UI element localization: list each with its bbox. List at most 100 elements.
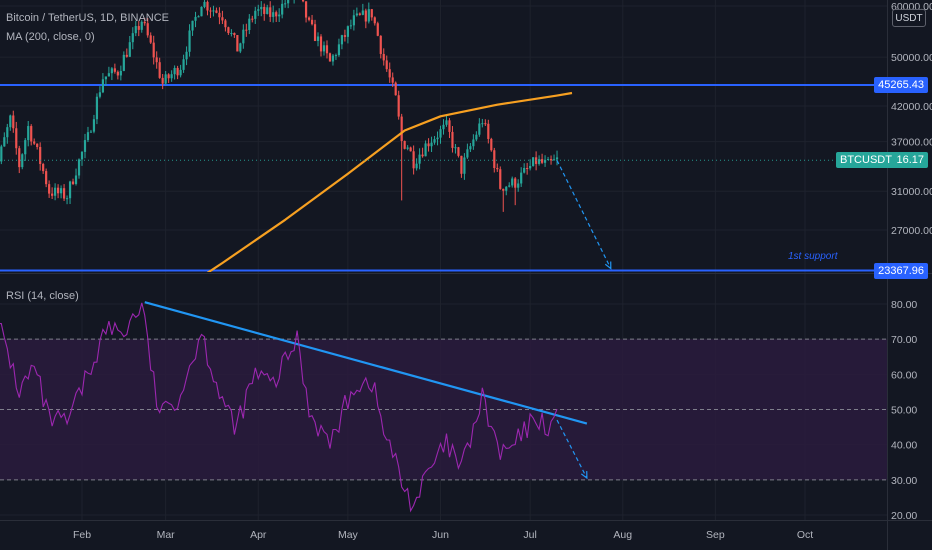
candle-body bbox=[101, 79, 105, 93]
candle-body bbox=[212, 10, 215, 12]
candle-body bbox=[110, 68, 113, 74]
time-tick-label: Sep bbox=[706, 529, 725, 541]
candle-body bbox=[415, 163, 418, 169]
candle-body bbox=[107, 73, 110, 77]
candle-body bbox=[457, 147, 460, 156]
candle-body bbox=[475, 134, 478, 140]
candle-body bbox=[442, 124, 445, 130]
candle-body bbox=[403, 140, 406, 149]
candle-body bbox=[30, 126, 33, 142]
candle-body bbox=[86, 132, 90, 141]
candle-body bbox=[221, 17, 224, 21]
candle-body bbox=[472, 139, 475, 147]
rsi-series bbox=[0, 302, 558, 513]
candle-body bbox=[406, 147, 409, 149]
candle-body bbox=[236, 35, 239, 52]
price-tick-label: 31000.00 bbox=[891, 186, 932, 198]
candle-body bbox=[48, 184, 51, 194]
candle-body bbox=[469, 146, 472, 150]
candle-body bbox=[215, 10, 218, 13]
symbol-legend[interactable]: Bitcoin / TetherUS, 1D, BINANCE bbox=[6, 12, 170, 24]
candle-body bbox=[119, 70, 122, 76]
ma-legend[interactable]: MA (200, close, 0) bbox=[6, 31, 95, 43]
candle-body bbox=[45, 171, 48, 185]
candle-body bbox=[313, 24, 317, 41]
candle-body bbox=[481, 123, 484, 125]
candle-body bbox=[15, 128, 18, 149]
candle-body bbox=[511, 178, 514, 186]
candle-body bbox=[122, 54, 125, 71]
candle-body bbox=[233, 32, 236, 36]
candle-body bbox=[65, 198, 69, 200]
candle-body bbox=[263, 6, 266, 14]
candlestick-series bbox=[0, 0, 559, 212]
candle-body bbox=[278, 14, 281, 17]
ma-200-line bbox=[206, 91, 573, 272]
candle-body bbox=[203, 1, 206, 7]
horizontal-levels[interactable] bbox=[0, 84, 887, 272]
candle-body bbox=[27, 126, 30, 141]
rsi-tick-label: 20.00 bbox=[891, 510, 917, 522]
rsi-projection-arrow bbox=[556, 419, 588, 479]
first-support-annotation[interactable]: 1st support bbox=[788, 250, 838, 262]
candle-body bbox=[466, 149, 469, 158]
candle-body bbox=[134, 26, 137, 34]
time-axis[interactable]: Feb Mar Apr May Jun Jul Aug Sep Oct bbox=[73, 529, 813, 541]
candle-body bbox=[200, 6, 203, 17]
candle-body bbox=[538, 159, 541, 164]
candle-body bbox=[71, 181, 75, 184]
price-tick-label: 50000.00 bbox=[891, 52, 932, 64]
rsi-tick-label: 60.00 bbox=[891, 369, 917, 381]
candle-body bbox=[460, 155, 463, 174]
candle-body bbox=[478, 123, 481, 135]
candle-body bbox=[206, 1, 209, 11]
candle-body bbox=[526, 168, 529, 170]
candle-body bbox=[304, 1, 308, 18]
candle-body bbox=[33, 141, 36, 144]
candle-body bbox=[424, 143, 427, 157]
candle-body bbox=[6, 127, 9, 138]
candle-body bbox=[230, 32, 233, 34]
candle-body bbox=[397, 95, 400, 117]
candle-body bbox=[552, 159, 556, 161]
candle-body bbox=[287, 0, 290, 4]
candle-body bbox=[39, 146, 42, 165]
candle-body bbox=[549, 159, 553, 161]
candle-body bbox=[490, 138, 493, 151]
candle-body bbox=[427, 143, 430, 147]
candle-body bbox=[239, 43, 242, 52]
candle-body bbox=[325, 45, 329, 54]
candle-body bbox=[388, 69, 391, 78]
resistance-price-tag: 45265.43 bbox=[874, 77, 928, 94]
time-tick-label: Jun bbox=[432, 529, 449, 541]
currency-badge[interactable]: USDT bbox=[892, 9, 926, 27]
candle-body bbox=[68, 181, 72, 199]
rsi-legend[interactable]: RSI (14, close) bbox=[6, 290, 79, 302]
candle-body bbox=[260, 6, 263, 10]
candle-body bbox=[532, 157, 535, 166]
candle-body bbox=[0, 146, 3, 162]
rsi-line bbox=[0, 302, 558, 513]
time-tick-label: Jul bbox=[523, 529, 536, 541]
time-tick-label: Aug bbox=[613, 529, 632, 541]
symbol-price-tag: BTCUSDT bbox=[836, 152, 896, 169]
price-projection-arrow bbox=[556, 160, 612, 269]
rsi-projection-arrow-head bbox=[580, 471, 588, 480]
candle-body bbox=[361, 10, 364, 15]
candle-body bbox=[376, 23, 379, 36]
candle-body bbox=[194, 16, 197, 21]
candle-body bbox=[316, 36, 320, 41]
rsi-tick-label: 40.00 bbox=[891, 440, 917, 452]
rsi-tick-label: 80.00 bbox=[891, 299, 917, 311]
price-tick-label: 27000.00 bbox=[891, 225, 932, 237]
drawings[interactable] bbox=[0, 159, 887, 480]
price-axis[interactable]: 60000.0050000.0042000.0037000.0031000.00… bbox=[891, 1, 932, 522]
candle-body bbox=[242, 29, 245, 44]
price-tick-label: 37000.00 bbox=[891, 137, 932, 149]
candle-body bbox=[520, 172, 523, 184]
candle-body bbox=[95, 96, 99, 120]
candle-body bbox=[24, 140, 27, 155]
candle-body bbox=[454, 147, 457, 149]
candle-body bbox=[508, 185, 511, 187]
